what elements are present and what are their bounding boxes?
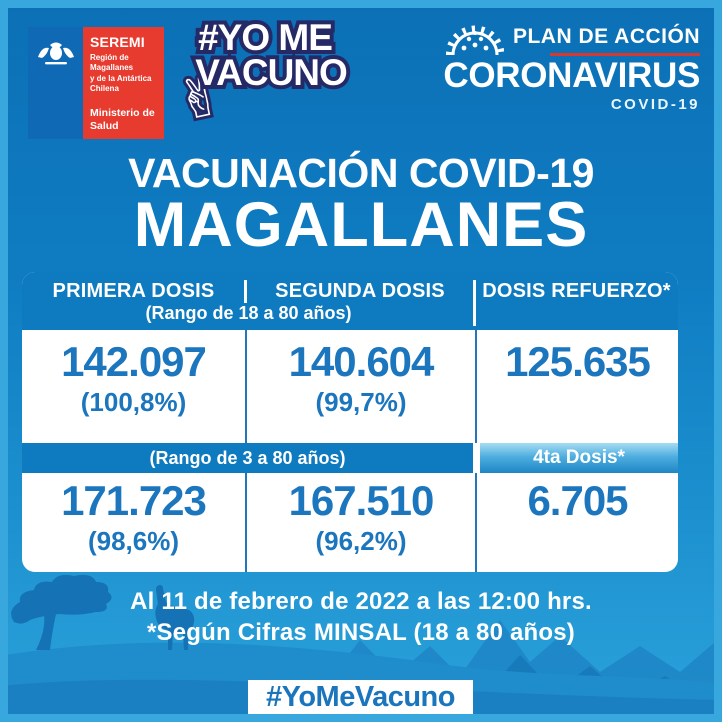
table-header: PRIMERA DOSIS SEGUNDA DOSIS DOSIS REFUER…: [22, 272, 678, 330]
cell-segunda-dosis-3-80: 167.510 (96,2%): [245, 473, 475, 572]
page-title-line2: MAGALLANES: [133, 190, 589, 260]
plan-kicker: PLAN DE ACCIÓN: [512, 25, 700, 48]
seremi-logo: SEREMI Región de Magallanes y de la Antá…: [28, 27, 164, 139]
seremi-title: SEREMI: [90, 34, 145, 50]
seremi-logo-text-panel: SEREMI Región de Magallanes y de la Antá…: [83, 27, 164, 139]
plan-underline: [550, 53, 700, 56]
header-age-range-note: (Rango de 18 a 80 años): [145, 303, 352, 323]
campaign-line2: VACUNO: [195, 52, 347, 93]
cutoff-date-line: Al 11 de febrero de 2022 a las 12:00 hrs…: [130, 588, 592, 615]
source-line: *Según Cifras MINSAL (18 a 80 años): [146, 619, 575, 646]
cell-segunda-dosis-18-80: 140.604 (99,7%): [245, 330, 475, 443]
seremi-ministry: Ministerio de Salud: [90, 106, 155, 132]
guanaco-silhouette: [155, 585, 195, 650]
header-divider: [244, 280, 247, 303]
hashtag-box: #YoMeVacuno: [248, 680, 473, 722]
column-header-primera-dosis: PRIMERA DOSIS: [52, 280, 215, 302]
value-primera-18-80: 142.097: [61, 338, 207, 385]
percent-segunda-18-80: (99,7%): [315, 387, 407, 418]
table-mid-band: (Rango de 3 a 80 años) 4ta Dosis*: [22, 443, 678, 473]
value-cuarta-dosis: 6.705: [527, 477, 628, 524]
chile-coat-of-arms-icon: [37, 42, 74, 65]
plan-de-accion-block: PLAN DE ACCIÓN CORONAVIRUS COVID-19: [443, 14, 700, 113]
column-header-segunda-dosis: SEGUNDA DOSIS: [275, 280, 445, 302]
hashtag-label: #YoMeVacuno: [266, 681, 455, 713]
vaccination-table: PRIMERA DOSIS SEGUNDA DOSIS DOSIS REFUER…: [22, 272, 678, 572]
seremi-region: Región de Magallanes y de la Antártica C…: [90, 53, 152, 94]
percent-segunda-3-80: (96,2%): [315, 526, 407, 557]
virus-icon: [445, 25, 504, 56]
page-title: VACUNACIÓN COVID-19 MAGALLANES: [0, 150, 722, 260]
cell-primera-dosis-18-80: 142.097 (100,8%): [22, 330, 245, 443]
yomevacuno-logo-art: ✌ #YO ME VACUNO: [168, 13, 352, 137]
mid-age-range-note: (Rango de 3 a 80 años): [22, 443, 473, 473]
value-refuerzo: 125.635: [505, 338, 651, 385]
yomevacuno-logo: ✌ #YO ME VACUNO: [163, 8, 363, 137]
value-segunda-3-80: 167.510: [288, 477, 435, 524]
fourth-dose-header: 4ta Dosis*: [480, 443, 678, 473]
plan-subtitle: COVID-19: [610, 95, 700, 113]
cell-dosis-refuerzo: 125.635: [475, 330, 678, 443]
tree-silhouette: [11, 574, 112, 650]
plan-title: CORONAVIRUS: [443, 56, 700, 95]
cell-primera-dosis-3-80: 171.723 (98,6%): [22, 473, 245, 572]
value-primera-3-80: 171.723: [61, 477, 207, 524]
campaign-line1: #YO ME: [198, 17, 332, 58]
table-row: 171.723 (98,6%) 167.510 (96,2%) 6.705: [22, 473, 678, 572]
page-title-line1: VACUNACIÓN COVID-19: [128, 150, 594, 196]
value-segunda-18-80: 140.604: [288, 338, 435, 385]
cell-cuarta-dosis: 6.705: [475, 473, 678, 572]
seremi-logo-emblem-panel: [28, 27, 83, 139]
header-divider: [473, 280, 476, 326]
percent-primera-3-80: (98,6%): [87, 526, 180, 557]
table-row: 142.097 (100,8%) 140.604 (99,7%) 125.635: [22, 330, 678, 443]
column-header-dosis-refuerzo: DOSIS REFUERZO*: [482, 280, 671, 302]
percent-primera-18-80: (100,8%): [80, 387, 187, 418]
footer-stamp: Al 11 de febrero de 2022 a las 12:00 hrs…: [0, 586, 722, 648]
